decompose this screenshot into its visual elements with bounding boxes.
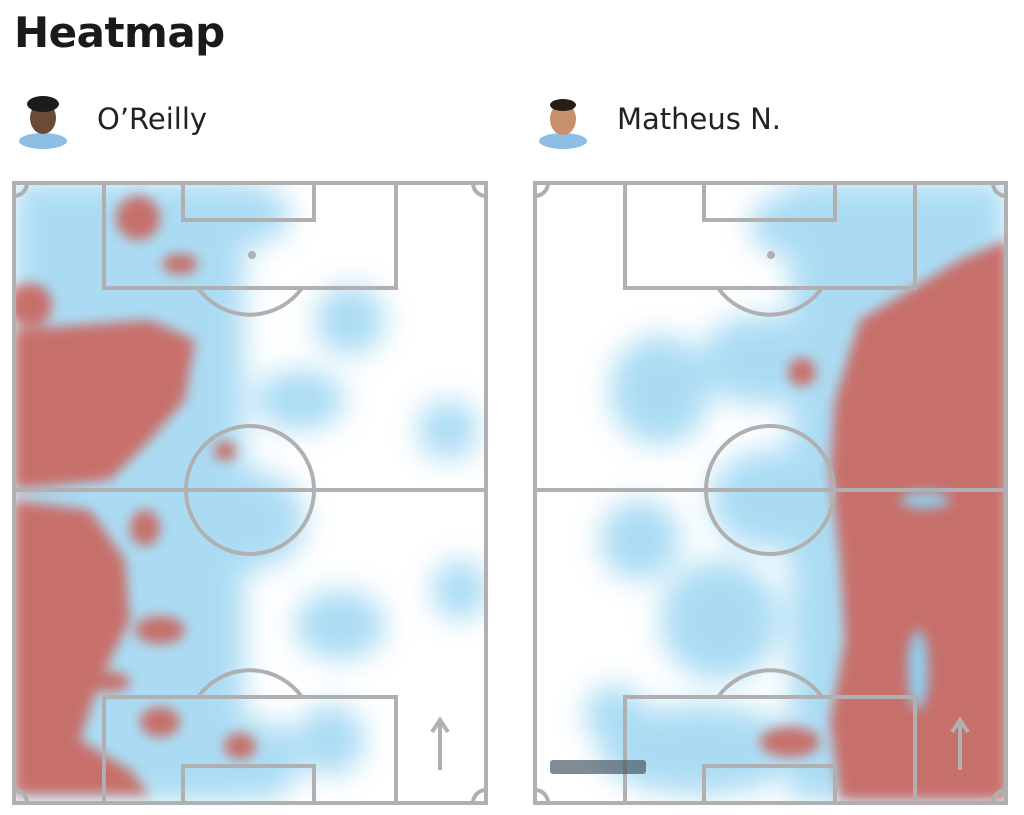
watermark: [550, 760, 646, 774]
avatar[interactable]: [19, 96, 67, 149]
pitch-lines: [533, 181, 1008, 805]
player-name[interactable]: O’Reilly: [97, 102, 208, 136]
penalty-spot: [248, 251, 256, 259]
avatar[interactable]: [539, 99, 587, 149]
section-title: Heatmap: [14, 8, 225, 57]
player-name[interactable]: Matheus N.: [617, 102, 782, 136]
pitch-lines: [12, 181, 488, 805]
penalty-spot: [767, 251, 775, 259]
